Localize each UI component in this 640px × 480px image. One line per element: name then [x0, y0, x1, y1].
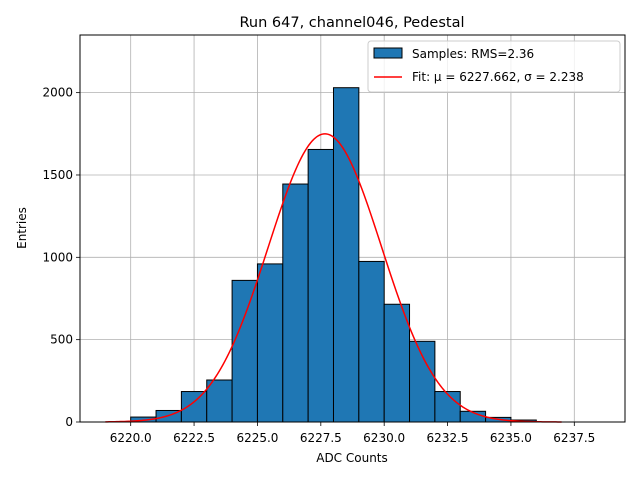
- y-tick-label: 1000: [42, 250, 73, 264]
- x-tick-label: 6235.0: [490, 431, 532, 445]
- histogram-bar: [409, 340, 436, 423]
- x-tick-label: 6222.5: [173, 431, 215, 445]
- histogram-bar: [307, 148, 334, 423]
- fit-curve-group: [105, 133, 562, 423]
- x-tick-label: 6220.0: [110, 431, 152, 445]
- histogram-bar: [256, 263, 284, 423]
- x-tick-label: 6225.0: [236, 431, 278, 445]
- histogram-bar: [383, 303, 411, 423]
- y-tick-label: 1500: [42, 168, 73, 182]
- x-tick-label: 6232.5: [427, 431, 469, 445]
- histogram-bar: [358, 260, 385, 423]
- x-axis-label: ADC Counts: [316, 451, 388, 465]
- histogram-bar: [332, 87, 360, 423]
- histogram-bar: [231, 279, 258, 423]
- y-axis-label: Entries: [15, 207, 29, 249]
- y-tick-label: 0: [65, 415, 73, 429]
- legend-label-fit: Fit: μ = 6227.662, σ = 2.238: [412, 70, 584, 84]
- legend-box: [367, 40, 621, 93]
- legend-swatch-samples: [373, 47, 403, 59]
- histogram-bar: [282, 183, 309, 423]
- legend-label-samples: Samples: RMS=2.36: [412, 47, 534, 61]
- y-tick-label: 2000: [42, 86, 73, 100]
- histogram-bar: [180, 391, 208, 423]
- fit-curve: [105, 133, 562, 423]
- x-tick-label: 6230.0: [363, 431, 405, 445]
- chart-title: Run 647, channel046, Pedestal: [239, 15, 464, 31]
- y-tick-label: 500: [50, 333, 73, 347]
- y-axis: 0 500 1000 1500 2000: [42, 86, 80, 429]
- legend: Samples: RMS=2.36 Fit: μ = 6227.662, σ =…: [367, 40, 621, 93]
- histogram-bar: [206, 379, 233, 423]
- x-axis: 6220.0 6222.5 6225.0 6227.5 6230.0 6232.5 6235…: [110, 422, 595, 445]
- x-tick-label: 6237.5: [553, 431, 595, 445]
- x-tick-label: 6227.5: [300, 431, 342, 445]
- histogram-bar: [434, 391, 461, 423]
- plot-frame: [79, 34, 626, 423]
